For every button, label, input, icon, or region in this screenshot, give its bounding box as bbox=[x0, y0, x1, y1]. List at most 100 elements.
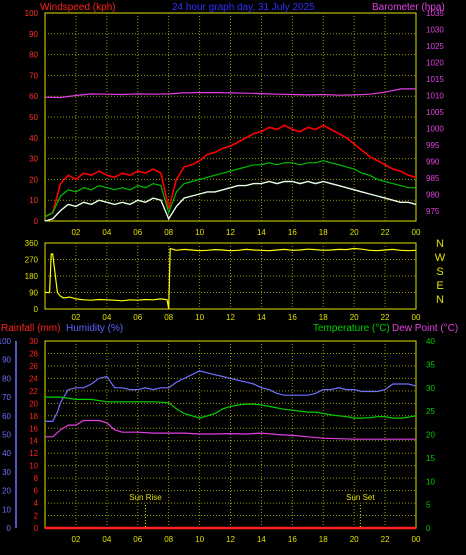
rain-humidity-temp-grid bbox=[45, 341, 416, 528]
barometer-tick-label: 1025 bbox=[426, 42, 444, 51]
x-tick-label: 16 bbox=[288, 313, 297, 322]
compass-label: S bbox=[436, 266, 443, 278]
temperature-tick-label: 20 bbox=[426, 431, 435, 440]
rainfall-tick-label: 0 bbox=[34, 524, 39, 533]
rainfall-tick-label: 10 bbox=[29, 462, 38, 471]
temperature-line bbox=[45, 396, 417, 419]
temperature-tick-label: 5 bbox=[426, 501, 431, 510]
humidity-line bbox=[45, 370, 417, 422]
wind-direction-line bbox=[45, 247, 417, 310]
x-tick-label: 18 bbox=[319, 313, 328, 322]
humidity-tick-label: 0 bbox=[7, 524, 12, 533]
wind-barometer-x-axis: 02 04 06 08 10 12 14 16 18 20 22 00 bbox=[71, 228, 421, 237]
windspeed-tick-label: 50 bbox=[29, 113, 38, 122]
barometer-tick-label: 985 bbox=[426, 174, 440, 183]
temperature-tick-label: 30 bbox=[426, 384, 435, 393]
rain-humidity-temp-x-axis: 02 04 06 08 10 12 14 16 18 20 22 00 bbox=[71, 535, 421, 544]
x-tick-label: 04 bbox=[102, 535, 111, 544]
barometer-tick-label: 1010 bbox=[426, 92, 444, 101]
temperature-tick-label: 0 bbox=[426, 524, 431, 533]
x-tick-label: 22 bbox=[381, 228, 390, 237]
x-tick-label: 00 bbox=[412, 535, 421, 544]
windspeed-axis: 0 10 20 30 40 50 60 70 80 90 100 bbox=[25, 9, 39, 226]
sun-annotation-label: Sun Set bbox=[346, 493, 375, 502]
rainfall-axis-label: Rainfall (mm) bbox=[1, 323, 60, 334]
humidity-tick-label: 90 bbox=[2, 356, 11, 365]
barometer-tick-label: 1000 bbox=[426, 125, 444, 134]
rainfall-tick-label: 26 bbox=[29, 362, 38, 371]
temperature-tick-label: 35 bbox=[426, 360, 435, 369]
wind-min-line bbox=[44, 180, 417, 222]
x-tick-label: 06 bbox=[133, 228, 142, 237]
x-tick-label: 08 bbox=[164, 228, 173, 237]
x-tick-label: 10 bbox=[195, 535, 204, 544]
barometer-tick-label: 975 bbox=[426, 207, 440, 216]
x-tick-label: 02 bbox=[71, 535, 80, 544]
rainfall-tick-label: 20 bbox=[29, 399, 38, 408]
x-tick-label: 02 bbox=[71, 313, 80, 322]
humidity-tick-label: 20 bbox=[2, 487, 11, 496]
windspeed-tick-label: 20 bbox=[29, 175, 38, 184]
humidity-tick-label: 10 bbox=[2, 505, 11, 514]
rainfall-tick-label: 28 bbox=[29, 349, 38, 358]
compass-label: W bbox=[435, 252, 446, 264]
humidity-tick-label: 30 bbox=[2, 468, 11, 477]
x-tick-label: 20 bbox=[350, 535, 359, 544]
windspeed-tick-label: 10 bbox=[29, 196, 38, 205]
rainfall-tick-label: 22 bbox=[29, 387, 38, 396]
x-tick-label: 22 bbox=[381, 313, 390, 322]
barometer-axis-label: Barometer (hpa) bbox=[372, 2, 445, 13]
temperature-tick-label: 40 bbox=[426, 337, 435, 346]
rainfall-tick-label: 12 bbox=[29, 449, 38, 458]
temperature-axis-label: Temperature (°C) bbox=[313, 323, 390, 334]
x-tick-label: 12 bbox=[226, 228, 235, 237]
x-tick-label: 12 bbox=[226, 535, 235, 544]
windspeed-tick-label: 90 bbox=[29, 30, 38, 39]
barometer-tick-label: 980 bbox=[426, 191, 440, 200]
humidity-tick-label: 80 bbox=[2, 374, 11, 383]
rainfall-tick-label: 4 bbox=[34, 499, 39, 508]
wind-barometer-series bbox=[44, 88, 417, 222]
barometer-axis: 975 980 985 990 995 1000 1005 1010 1015 1020 1025 1… bbox=[426, 9, 444, 216]
barometer-tick-label: 1030 bbox=[426, 26, 444, 35]
temperature-tick-label: 25 bbox=[426, 407, 435, 416]
x-tick-label: 00 bbox=[412, 228, 421, 237]
temperature-tick-label: 10 bbox=[426, 477, 435, 486]
humidity-tick-label: 100 bbox=[0, 337, 12, 346]
x-tick-label: 02 bbox=[71, 228, 80, 237]
compass-label: N bbox=[436, 294, 444, 306]
x-tick-label: 12 bbox=[226, 313, 235, 322]
barometer-line bbox=[44, 88, 416, 99]
dew-point-axis-label: Dew Point (°C) bbox=[392, 323, 458, 334]
graph-title: 24 hour graph day, 31 July 2025 bbox=[172, 2, 315, 13]
x-tick-label: 18 bbox=[319, 535, 328, 544]
wind-direction-x-axis: 02 04 06 08 10 12 14 16 18 20 22 00 bbox=[71, 313, 421, 322]
sun-annotations: Sun Rise Sun Set bbox=[129, 493, 375, 528]
wind-gust-line bbox=[44, 124, 417, 218]
barometer-tick-label: 995 bbox=[426, 141, 440, 150]
direction-tick-label: 90 bbox=[29, 289, 38, 298]
sun-annotation-label: Sun Rise bbox=[129, 493, 162, 502]
x-tick-label: 22 bbox=[381, 535, 390, 544]
compass-label: E bbox=[436, 280, 443, 292]
x-tick-label: 10 bbox=[195, 313, 204, 322]
rainfall-tick-label: 2 bbox=[34, 512, 39, 521]
x-tick-label: 08 bbox=[164, 313, 173, 322]
windspeed-tick-label: 100 bbox=[25, 9, 39, 18]
windspeed-axis-label: Windspeed (kph) bbox=[40, 2, 116, 13]
windspeed-tick-label: 30 bbox=[29, 155, 38, 164]
rainfall-tick-label: 16 bbox=[29, 424, 38, 433]
compass-label: N bbox=[436, 238, 444, 250]
temperature-axis: 0 5 10 15 20 25 30 35 40 bbox=[426, 337, 435, 533]
humidity-tick-label: 60 bbox=[2, 412, 11, 421]
direction-tick-label: 0 bbox=[34, 305, 39, 314]
barometer-tick-label: 1020 bbox=[426, 59, 444, 68]
rain-humidity-temp-series bbox=[45, 370, 417, 530]
rainfall-tick-label: 8 bbox=[34, 474, 39, 483]
windspeed-tick-label: 70 bbox=[29, 71, 38, 80]
x-tick-label: 04 bbox=[102, 228, 111, 237]
